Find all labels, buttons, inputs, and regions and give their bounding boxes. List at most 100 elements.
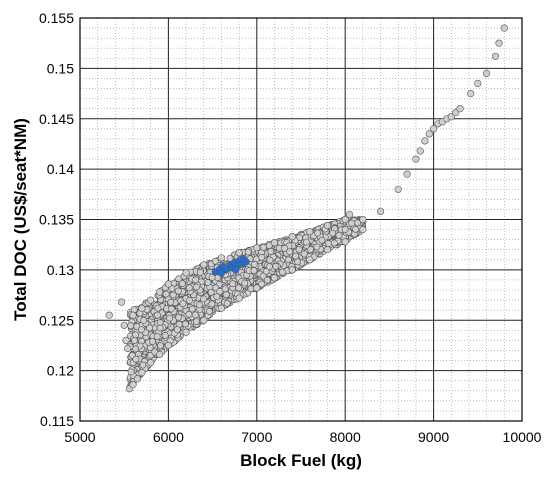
data-cloud-point <box>167 298 175 306</box>
data-point <box>323 221 332 230</box>
data-point <box>200 261 208 269</box>
data-cloud-point <box>175 313 182 321</box>
data-cloud-point <box>156 324 164 332</box>
x-tick-label: 10000 <box>503 429 542 445</box>
x-tick-label: 7000 <box>241 429 272 445</box>
data-point <box>253 284 261 292</box>
data-cloud-point <box>154 304 162 312</box>
data-point <box>253 244 261 252</box>
data-cloud-point <box>127 368 135 376</box>
data-cloud-point <box>313 243 321 251</box>
data-cloud <box>126 216 367 390</box>
data-point <box>474 79 482 88</box>
data-cloud-point <box>208 300 216 308</box>
data-point <box>133 375 142 383</box>
data-cloud-point <box>292 252 300 260</box>
data-point <box>403 170 411 178</box>
y-tick-label: 0.115 <box>40 413 74 429</box>
y-tick-label: 0.15 <box>47 60 74 76</box>
data-cloud-point <box>229 280 237 288</box>
data-cloud-point <box>235 284 243 292</box>
data-point <box>129 311 137 319</box>
data-point <box>452 109 460 117</box>
y-tick-label: 0.13 <box>47 262 74 278</box>
data-point <box>156 350 164 359</box>
data-cloud-point <box>167 305 175 313</box>
data-point <box>377 207 385 215</box>
highlight-point <box>217 269 225 277</box>
x-axis-title: Block Fuel (kg) <box>240 451 362 470</box>
data-point <box>288 233 296 241</box>
data-point <box>156 288 164 296</box>
data-cloud-point <box>200 295 207 303</box>
data-cloud-point <box>131 337 138 344</box>
data-cloud-point <box>222 291 230 299</box>
data-cloud-point <box>247 285 255 293</box>
data-point <box>491 52 500 60</box>
data-cloud-point <box>223 299 231 307</box>
data-cloud-point <box>284 256 292 264</box>
data-cloud-point <box>258 253 266 261</box>
data-cloud-point <box>250 267 258 274</box>
data-point <box>394 185 402 193</box>
data-cloud-point <box>272 262 280 270</box>
data-cloud-point <box>132 355 140 363</box>
x-tick-labels: 5000 6000 7000 8000 9000 10000 <box>64 429 541 445</box>
data-cloud-point <box>244 248 252 256</box>
data-point <box>217 304 225 312</box>
data-cloud-point <box>166 314 173 322</box>
data-cloud-point <box>294 258 301 266</box>
data-cloud-point <box>169 291 177 299</box>
x-tick-label: 6000 <box>153 429 184 445</box>
data-cloud-point <box>302 238 310 246</box>
data-point <box>117 298 126 306</box>
data-point <box>182 328 190 336</box>
data-cloud-point <box>281 244 288 252</box>
data-point <box>495 39 503 47</box>
data-point <box>200 316 208 324</box>
y-tick-label: 0.145 <box>39 111 74 127</box>
data-cloud-point <box>193 283 200 291</box>
x-tick-label: 9000 <box>418 429 449 445</box>
data-point <box>483 69 491 77</box>
data-point <box>341 215 349 224</box>
data-point <box>456 105 464 113</box>
y-tick-label: 0.135 <box>39 212 74 228</box>
data-cloud-point <box>265 263 273 270</box>
data-point <box>346 210 354 219</box>
data-cloud-point <box>186 296 193 304</box>
data-point <box>425 130 433 138</box>
y-tick-label: 0.12 <box>47 363 74 379</box>
plot-frame <box>79 17 523 422</box>
data-cloud-point <box>263 276 271 284</box>
data-point <box>500 24 508 32</box>
data-cloud-point <box>174 287 182 295</box>
data-point <box>288 266 296 274</box>
data-point <box>235 294 243 302</box>
data-point <box>323 246 332 254</box>
data-cloud-point <box>195 301 203 309</box>
y-tick-label: 0.125 <box>39 312 74 328</box>
data-cloud-point <box>185 284 193 292</box>
data-point <box>416 147 424 155</box>
data-cloud-point <box>154 311 161 319</box>
data-cloud-point <box>146 324 153 332</box>
data-point <box>105 311 113 319</box>
data-cloud-point <box>188 305 196 313</box>
data-point <box>164 341 172 350</box>
data-cloud-point <box>259 243 267 251</box>
data-cloud-point <box>221 285 229 293</box>
data-cloud-point <box>267 248 275 255</box>
data-cloud-point <box>162 290 170 298</box>
data-cloud-point <box>250 260 258 268</box>
data-point <box>147 296 155 304</box>
data-cloud-point <box>192 318 200 325</box>
y-tick-labels: 0.115 0.12 0.125 0.13 0.135 0.14 0.145 0.15 0.15… <box>39 10 74 429</box>
data-point <box>129 381 137 389</box>
data-cloud-point <box>330 239 338 247</box>
data-cloud-point <box>329 229 337 237</box>
data-cloud-point <box>295 245 303 253</box>
highlight-point <box>232 266 240 274</box>
data-point <box>182 269 190 277</box>
data-cloud-point <box>266 256 274 264</box>
